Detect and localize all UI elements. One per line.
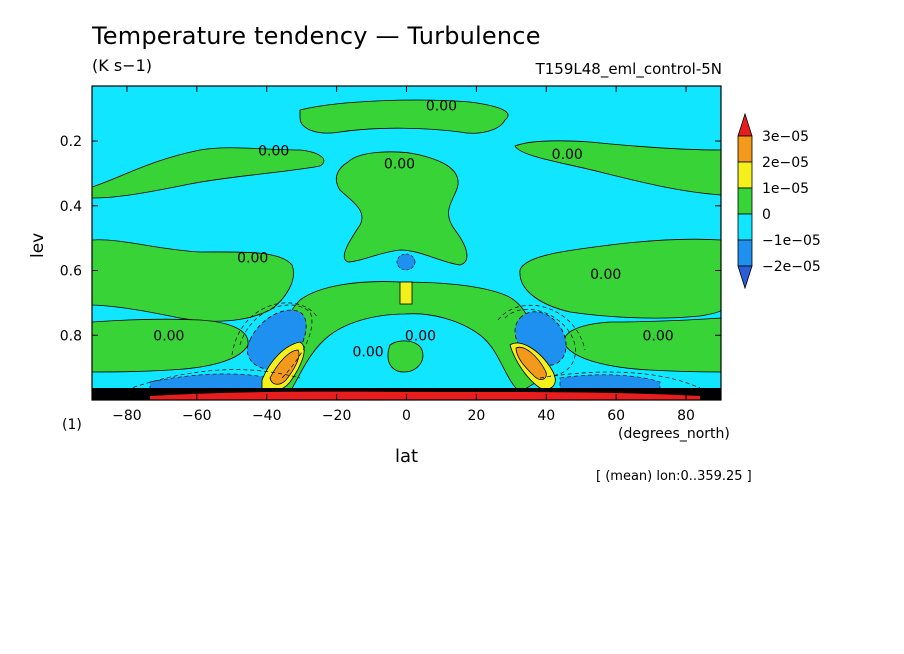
contour-label: 0.00 — [552, 147, 583, 163]
yellow-patch-equator — [399, 281, 413, 305]
colorbar-segment — [737, 187, 753, 215]
colorbar-top-triangle — [737, 112, 753, 137]
x-tick-label: 0 — [402, 408, 411, 424]
colorbar-segment — [737, 213, 753, 241]
y-tick-label: 0.8 — [60, 328, 82, 344]
x-tick-label: −60 — [182, 408, 212, 424]
y-axis-ticks: 0.2 0.4 0.6 0.8 — [60, 134, 721, 344]
contour-label: 0.00 — [352, 344, 383, 360]
contour-label: 0.00 — [237, 251, 268, 267]
colorbar-label: −2e−05 — [762, 259, 821, 275]
green-region-central — [335, 151, 468, 266]
x-tick-label: 20 — [467, 408, 485, 424]
colorbar-segment — [737, 161, 753, 189]
colorbar-label: 3e−05 — [762, 129, 809, 145]
x-tick-label: −40 — [252, 408, 282, 424]
dashed-contours — [119, 302, 701, 393]
y-tick-label: 0.6 — [60, 264, 82, 280]
colorbar-label: 1e−05 — [762, 181, 809, 197]
x-tick-label: 80 — [677, 408, 695, 424]
blue-band-lower-right — [559, 374, 661, 393]
contour-label: 0.00 — [153, 328, 184, 344]
orange-jet-left — [269, 349, 300, 385]
green-region-upper-right — [514, 140, 721, 196]
x-tick-label: −20 — [322, 408, 352, 424]
green-region-top-center — [299, 99, 509, 134]
contour-label: 0.00 — [405, 328, 436, 344]
colorbar-label: 0 — [762, 207, 771, 223]
contour-label: 0.00 — [426, 98, 457, 114]
blue-band-lower-left — [149, 373, 273, 393]
orange-jet-right — [515, 346, 547, 380]
x-tick-label: 40 — [537, 408, 555, 424]
colorbar-label: 2e−05 — [762, 155, 809, 171]
run-label: T159L48_eml_control-5N — [535, 60, 722, 78]
field-layer — [92, 86, 721, 400]
x-axis-label: lat — [395, 446, 419, 467]
contour-label: 0.00 — [384, 157, 415, 173]
averaging-note: [ (mean) lon:0..359.25 ] — [596, 469, 752, 484]
units-label: (K s−1) — [92, 56, 152, 75]
blue-lobe-equator — [396, 253, 416, 271]
contour-label: 0.00 — [643, 328, 674, 344]
contour-label: 0.00 — [258, 144, 289, 160]
x-tick-label: −80 — [112, 408, 142, 424]
green-region-upper-left — [92, 147, 325, 199]
green-region-equator-stem — [387, 340, 424, 373]
colorbar-bottom-triangle — [737, 265, 753, 290]
colorbar: 3e−05 2e−05 1e−05 0 −1e−05 −2e−05 — [737, 112, 821, 290]
green-region-arch — [269, 281, 541, 393]
x-axis-ticks: −80 −60 −40 −20 0 20 40 60 80 — [112, 86, 695, 424]
contour-label: 0.00 — [590, 267, 621, 283]
y-tick-label: 0.2 — [60, 134, 82, 150]
y-tick-label: 0.4 — [60, 199, 82, 215]
colorbar-label: −1e−05 — [762, 233, 821, 249]
colorbar-segment — [737, 239, 753, 267]
green-region-mid-right — [519, 238, 721, 319]
x-tick-label: 60 — [607, 408, 625, 424]
green-region-mid-left — [92, 239, 294, 322]
contour-labels: 0.00 0.00 0.00 0.00 0.00 0.00 0.00 0.00 0.00 0.00 — [153, 98, 673, 360]
x-units-label: (degrees_north) — [618, 426, 730, 442]
chart-title: Temperature tendency — Turbulence — [92, 22, 541, 50]
surface-red-layer — [150, 391, 700, 400]
y-note: (1) — [62, 417, 82, 433]
colorbar-segment — [737, 135, 753, 163]
